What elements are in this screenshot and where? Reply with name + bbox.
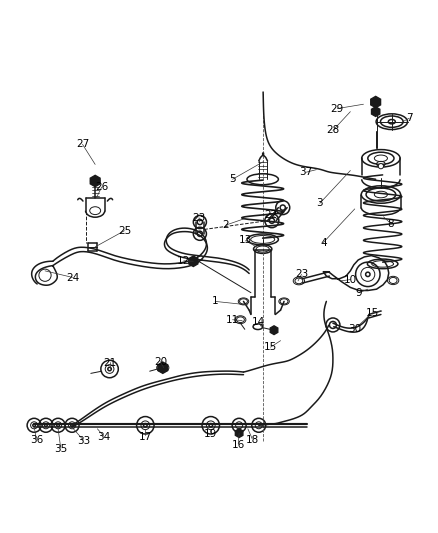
Ellipse shape bbox=[279, 299, 287, 304]
Text: 23: 23 bbox=[192, 213, 205, 223]
Text: 22: 22 bbox=[264, 210, 277, 220]
Text: 37: 37 bbox=[299, 167, 312, 177]
Text: 4: 4 bbox=[319, 238, 326, 247]
Circle shape bbox=[57, 424, 59, 426]
Polygon shape bbox=[270, 326, 277, 335]
Text: 15: 15 bbox=[263, 342, 276, 352]
Polygon shape bbox=[371, 107, 379, 116]
Text: 26: 26 bbox=[95, 182, 108, 192]
Text: 25: 25 bbox=[117, 226, 131, 236]
Text: 3: 3 bbox=[316, 198, 322, 208]
Ellipse shape bbox=[239, 299, 247, 304]
Text: 13: 13 bbox=[239, 236, 252, 245]
Circle shape bbox=[197, 220, 202, 224]
Text: 29: 29 bbox=[330, 103, 343, 114]
Text: 21: 21 bbox=[103, 358, 116, 368]
Ellipse shape bbox=[389, 277, 396, 284]
Polygon shape bbox=[370, 96, 380, 108]
Text: 23: 23 bbox=[294, 269, 307, 279]
Text: 10: 10 bbox=[343, 274, 356, 285]
Text: 30: 30 bbox=[347, 324, 360, 334]
Circle shape bbox=[279, 205, 285, 210]
Circle shape bbox=[328, 321, 336, 328]
Text: 5: 5 bbox=[229, 174, 235, 184]
Polygon shape bbox=[235, 429, 242, 438]
Polygon shape bbox=[188, 256, 198, 266]
Text: 36: 36 bbox=[30, 435, 43, 445]
Text: 15: 15 bbox=[365, 308, 378, 318]
Text: 1: 1 bbox=[212, 296, 218, 306]
Circle shape bbox=[378, 164, 383, 169]
Text: 17: 17 bbox=[138, 432, 152, 442]
Ellipse shape bbox=[236, 317, 244, 322]
Circle shape bbox=[108, 367, 111, 371]
Circle shape bbox=[33, 424, 35, 426]
Text: 33: 33 bbox=[77, 436, 90, 446]
Text: 34: 34 bbox=[97, 432, 110, 442]
Text: 9: 9 bbox=[355, 288, 362, 297]
Polygon shape bbox=[158, 362, 167, 374]
Circle shape bbox=[268, 218, 274, 223]
Circle shape bbox=[143, 424, 147, 427]
Text: 2: 2 bbox=[222, 220, 229, 230]
Text: 8: 8 bbox=[387, 219, 393, 229]
Text: 27: 27 bbox=[76, 139, 89, 149]
Circle shape bbox=[365, 272, 369, 277]
Circle shape bbox=[71, 424, 73, 426]
Text: 20: 20 bbox=[154, 358, 167, 367]
Text: 24: 24 bbox=[66, 273, 79, 283]
Text: 18: 18 bbox=[245, 435, 258, 445]
Text: 11: 11 bbox=[226, 314, 239, 325]
Text: 35: 35 bbox=[54, 444, 67, 454]
Text: 14: 14 bbox=[251, 317, 265, 327]
Polygon shape bbox=[90, 175, 100, 187]
Text: 12: 12 bbox=[177, 256, 190, 266]
Text: 16: 16 bbox=[231, 440, 244, 450]
Text: 19: 19 bbox=[204, 430, 217, 439]
Ellipse shape bbox=[294, 278, 302, 284]
Circle shape bbox=[208, 424, 212, 427]
Circle shape bbox=[197, 231, 202, 237]
Text: 28: 28 bbox=[325, 125, 339, 135]
Text: 7: 7 bbox=[405, 113, 412, 123]
Circle shape bbox=[45, 424, 47, 426]
